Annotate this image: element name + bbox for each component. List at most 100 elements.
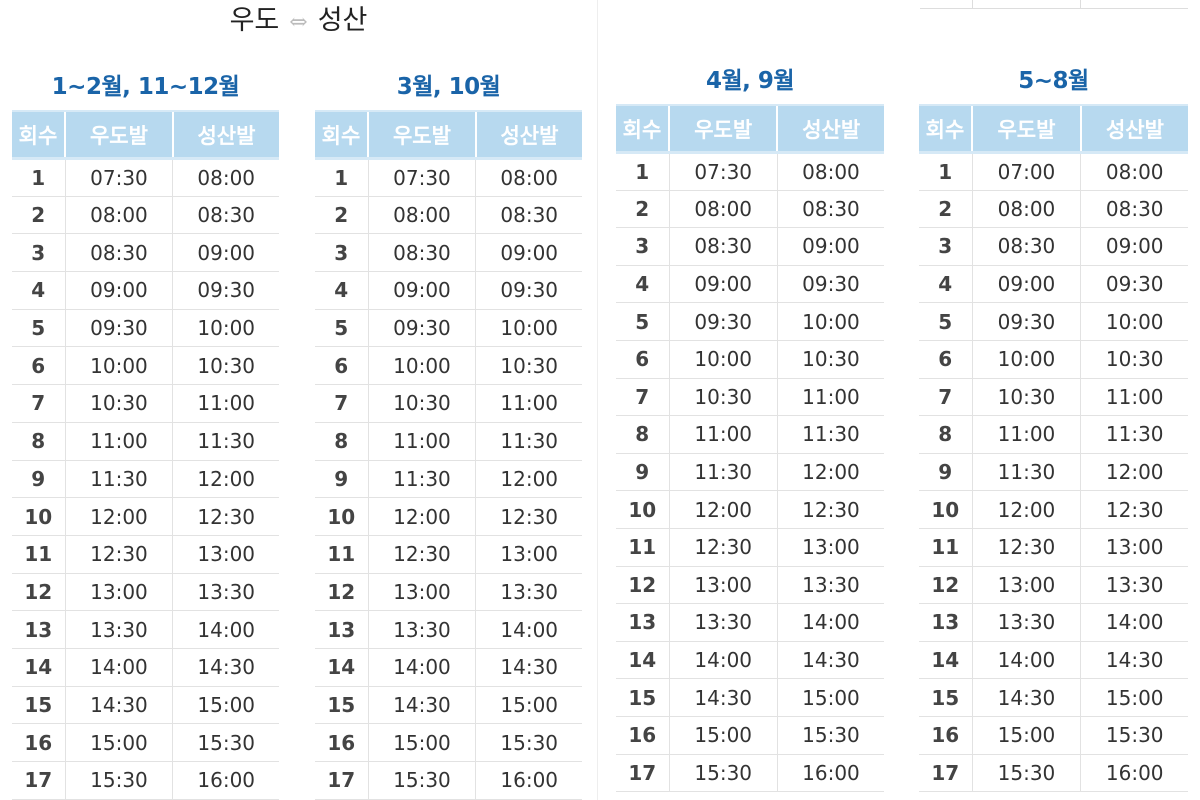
trip-number: 15 [919, 678, 972, 717]
table-row: 9 11:30 12:00 [919, 453, 1188, 492]
udo-departure: 11:30 [971, 453, 1081, 492]
table-row: 11 12:30 13:00 [315, 535, 582, 574]
season-title: 5~8월 [1018, 68, 1089, 94]
column-header: 성산발 [474, 110, 582, 160]
table-row: 9 11:30 12:00 [12, 460, 279, 499]
trip-number: 1 [919, 152, 972, 191]
trip-number: 14 [315, 648, 368, 687]
seongsan-departure: 13:30 [1080, 566, 1188, 605]
trip-number: 11 [616, 528, 669, 567]
seongsan-departure: 09:30 [172, 271, 279, 310]
seongsan-departure: 09:00 [776, 227, 884, 266]
seongsan-departure: 11:30 [1080, 415, 1188, 454]
trip-number: 13 [12, 610, 65, 649]
seongsan-departure: 13:00 [172, 535, 279, 574]
column-header: 성산발 [171, 110, 279, 160]
column-header: 우도발 [367, 110, 476, 160]
seongsan-departure: 15:00 [475, 686, 582, 725]
udo-departure: 12:00 [668, 490, 778, 529]
timetable: 회수 우도발 성산발 1 07:30 08:00 2 08:00 08:30 3 08:30 09:0… [616, 104, 884, 793]
trip-number: 15 [12, 686, 65, 725]
trip-number: 5 [919, 302, 972, 341]
udo-departure: 11:00 [668, 415, 778, 454]
udo-departure: 15:00 [64, 723, 173, 762]
trip-number: 2 [616, 190, 669, 229]
trip-number: 6 [315, 346, 368, 386]
trip-number: 10 [919, 490, 972, 529]
trip-number: 8 [12, 422, 65, 461]
table-row: 1 07:30 08:00 [616, 152, 884, 191]
seongsan-departure: 10:00 [776, 302, 884, 341]
trip-number: 16 [919, 716, 972, 755]
trip-number: 3 [12, 233, 65, 273]
udo-departure: 11:00 [64, 422, 173, 461]
trip-number: 1 [616, 152, 669, 191]
udo-departure: 13:00 [668, 566, 778, 605]
trip-number: 1 [12, 158, 65, 197]
udo-departure: 07:30 [64, 158, 173, 197]
udo-departure: 12:30 [668, 528, 778, 567]
season-title: 3월, 10월 [396, 74, 501, 100]
table-row: 9 11:30 12:00 [616, 453, 884, 492]
table-row: 10 12:00 12:30 [315, 497, 582, 536]
seongsan-departure: 15:00 [172, 686, 279, 725]
udo-departure: 11:00 [971, 415, 1081, 454]
udo-departure: 12:00 [971, 490, 1081, 529]
table-row: 14 14:00 14:30 [315, 648, 582, 687]
table-row: 11 12:30 13:00 [12, 535, 279, 574]
trip-number: 6 [919, 340, 972, 379]
trip-number: 12 [616, 566, 669, 605]
seongsan-departure: 16:00 [776, 754, 884, 793]
trip-number: 17 [616, 754, 669, 793]
table-row: 14 14:00 14:30 [616, 641, 884, 680]
udo-departure: 08:30 [64, 233, 173, 273]
seongsan-departure: 12:30 [475, 497, 582, 536]
table-row: 4 09:00 09:30 [616, 265, 884, 304]
seongsan-departure: 12:00 [172, 460, 279, 499]
season-title: 1~2월, 11~12월 [51, 74, 240, 100]
trip-number: 9 [12, 460, 65, 499]
udo-departure: 10:00 [668, 340, 778, 379]
seongsan-departure: 13:00 [475, 535, 582, 574]
table-fragment [920, 0, 1188, 9]
seongsan-departure: 13:00 [776, 528, 884, 567]
seongsan-departure: 10:00 [172, 309, 279, 348]
trip-number: 10 [12, 497, 65, 536]
table-row: 3 08:30 09:00 [12, 233, 279, 273]
table-row: 2 08:00 08:30 [616, 190, 884, 229]
udo-departure: 14:30 [367, 686, 476, 725]
trip-number: 2 [919, 190, 972, 229]
udo-departure: 15:00 [367, 723, 476, 762]
header-row: 회수 우도발 성산발 [315, 110, 582, 160]
table-row: 5 09:30 10:00 [919, 302, 1188, 341]
table-row: 9 11:30 12:00 [315, 460, 582, 499]
trip-number: 16 [616, 716, 669, 755]
trip-number: 12 [315, 573, 368, 612]
table-row: 17 15:30 16:00 [315, 761, 582, 800]
page-title: 우도 ⇔ 성산 [0, 0, 597, 37]
seongsan-departure: 09:00 [475, 233, 582, 273]
trip-number: 2 [12, 196, 65, 235]
trip-number: 12 [919, 566, 972, 605]
udo-departure: 10:30 [971, 378, 1081, 417]
trip-number: 17 [919, 754, 972, 793]
seongsan-departure: 13:30 [475, 573, 582, 612]
udo-departure: 10:30 [668, 378, 778, 417]
trip-number: 9 [616, 453, 669, 492]
table-row: 11 12:30 13:00 [919, 528, 1188, 567]
column-header: 회수 [919, 104, 972, 154]
trip-number: 3 [616, 227, 669, 266]
seongsan-departure: 14:00 [776, 603, 884, 642]
table-row: 3 08:30 09:00 [919, 227, 1188, 266]
seongsan-departure: 09:30 [776, 265, 884, 304]
udo-departure: 10:30 [64, 384, 173, 423]
table-row: 14 14:00 14:30 [12, 648, 279, 687]
table-row: 15 14:30 15:00 [919, 678, 1188, 717]
udo-departure: 09:30 [64, 309, 173, 348]
udo-departure: 14:00 [971, 641, 1081, 680]
udo-departure: 15:30 [668, 754, 778, 793]
table-row: 10 12:00 12:30 [616, 490, 884, 529]
trip-number: 13 [315, 610, 368, 649]
udo-departure: 11:30 [668, 453, 778, 492]
udo-departure: 09:00 [64, 271, 173, 310]
